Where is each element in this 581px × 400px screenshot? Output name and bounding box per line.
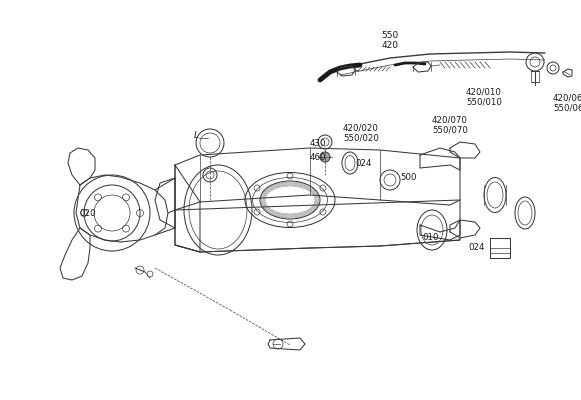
Text: 420: 420 [382, 40, 399, 50]
Text: L: L [193, 132, 199, 140]
Text: 550: 550 [381, 30, 399, 40]
Text: 430: 430 [310, 138, 327, 148]
Text: 420/070: 420/070 [432, 116, 468, 124]
Text: 024: 024 [468, 244, 485, 252]
Text: 460: 460 [310, 154, 327, 162]
Text: 020: 020 [79, 208, 95, 218]
Circle shape [320, 152, 330, 162]
Text: 420/060: 420/060 [553, 94, 581, 102]
Text: 550/020: 550/020 [343, 134, 379, 142]
Text: 420/010: 420/010 [466, 88, 502, 96]
Text: 420/020: 420/020 [343, 124, 379, 132]
Text: 550/010: 550/010 [466, 98, 502, 106]
Text: 024: 024 [355, 158, 371, 168]
Text: 500: 500 [400, 174, 417, 182]
Text: 550/070: 550/070 [432, 126, 468, 134]
Text: 550/060: 550/060 [553, 104, 581, 112]
Text: 010: 010 [422, 234, 439, 242]
